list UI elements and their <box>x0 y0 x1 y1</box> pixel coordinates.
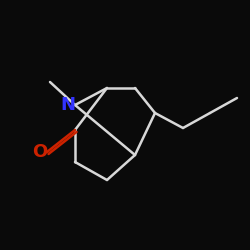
Text: O: O <box>32 143 48 161</box>
Text: N: N <box>60 96 76 114</box>
